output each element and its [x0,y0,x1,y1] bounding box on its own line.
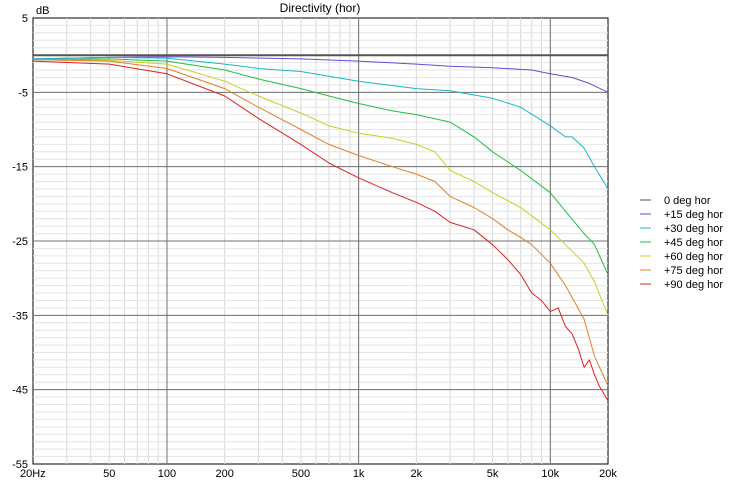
major-grid [33,18,608,464]
legend-entry: +45 deg hor [664,237,723,249]
x-tick-label: 500 [292,468,310,480]
y-tick-label: -55 [12,459,28,471]
y-axis-ticks: 5 -5 -15 -25 -35 -45 -55 [12,13,28,471]
series-layer [32,54,609,402]
y-tick-label: -5 [18,87,28,99]
series-line [32,59,609,316]
legend: 0 deg hor +15 deg hor +30 deg hor +45 deg h… [640,195,723,291]
legend-entry: 0 deg hor [664,195,711,207]
series-line [32,59,609,387]
legend-entry: +75 deg hor [664,265,723,277]
x-axis-ticks: 20Hz 50 100 200 500 1k 2k 5k 10k 20k [20,468,617,480]
series-line [32,56,609,93]
y-tick-label: -25 [12,236,28,248]
series-line [32,58,609,275]
legend-entry: +60 deg hor [664,251,723,263]
x-tick-label: 100 [158,468,176,480]
y-tick-label: 5 [22,13,28,25]
x-tick-label: 2k [411,468,423,480]
x-tick-label: 20k [599,468,617,480]
legend-entry: +30 deg hor [664,223,723,235]
x-tick-label: 50 [103,468,115,480]
y-tick-label: -15 [12,162,28,174]
x-tick-label: 200 [215,468,233,480]
chart-title: Directivity (hor) [280,1,361,15]
x-tick-label: 1k [353,468,365,480]
x-tick-label: 10k [541,468,559,480]
y-tick-label: -45 [12,385,28,397]
y-axis-label: dB [36,5,49,17]
legend-entry: +90 deg hor [664,279,723,291]
legend-entry: +15 deg hor [664,209,723,221]
series-line [32,60,609,402]
series-line [32,56,609,190]
x-tick-label: 20Hz [20,468,46,480]
x-tick-label: 5k [487,468,499,480]
y-tick-label: -35 [12,310,28,322]
